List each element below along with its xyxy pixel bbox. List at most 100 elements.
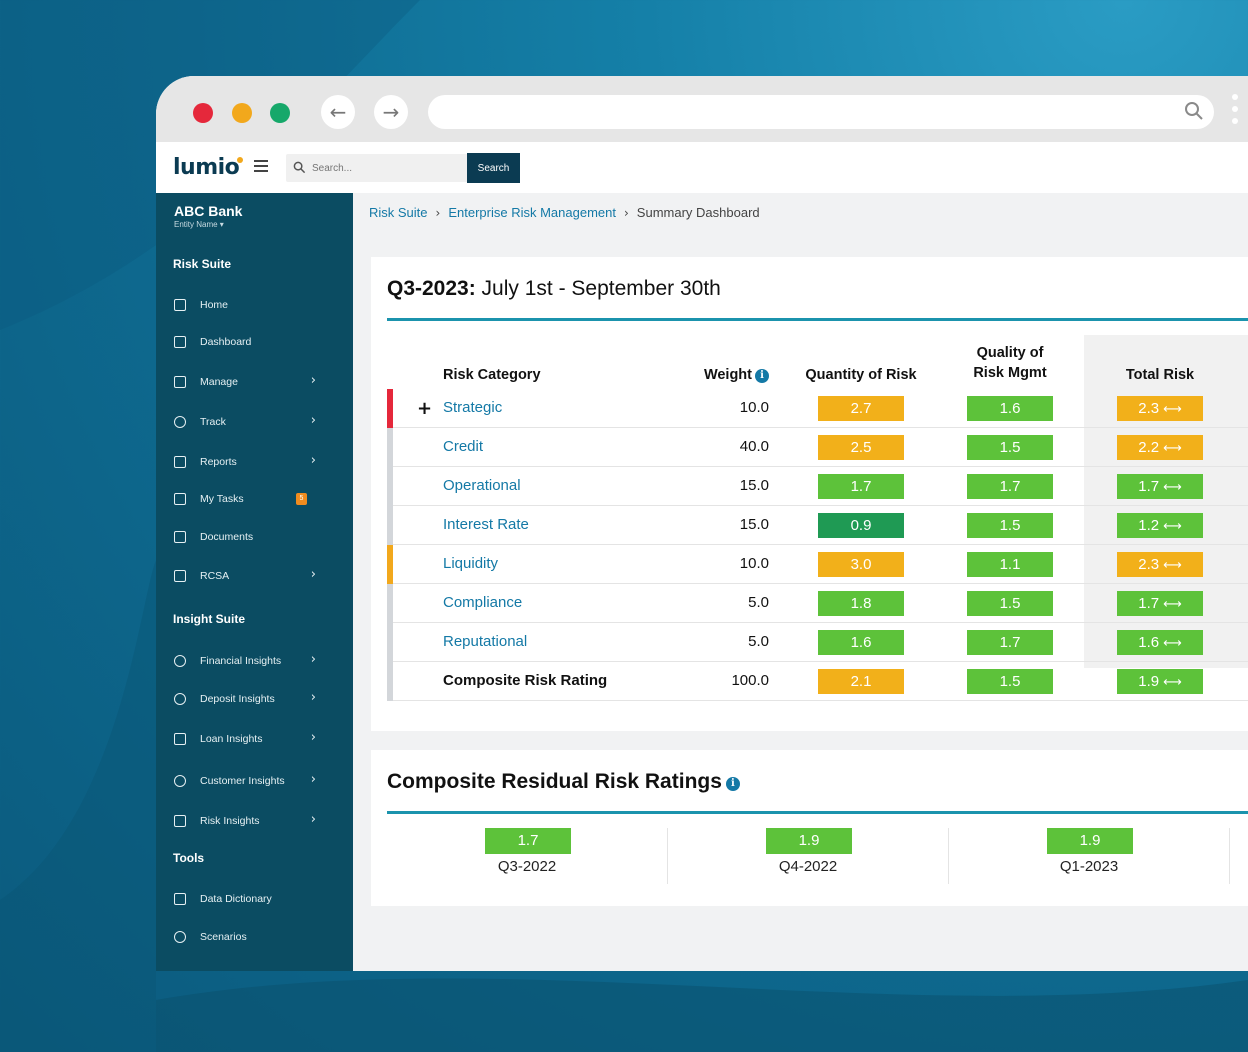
browser-chrome: ← → (156, 76, 1248, 142)
sidebar-item-loan-insights[interactable]: Loan Insights › (174, 729, 334, 749)
category-link[interactable]: Credit (443, 438, 484, 455)
row-flag-gray (387, 428, 393, 467)
cube-icon (174, 893, 186, 905)
address-bar[interactable] (428, 95, 1214, 129)
sidebar-item-financial-insights[interactable]: Financial Insights › (174, 651, 334, 671)
total-rating: 1.6 ⟷ (1117, 630, 1203, 655)
sidebar-item-label: Scenarios (200, 931, 247, 943)
composite-title-text: Composite Residual Risk Ratings (387, 770, 722, 793)
sidebar-item-deposit-insights[interactable]: Deposit Insights › (174, 689, 334, 709)
header-quantity-of-risk: Quantity of Risk (805, 367, 917, 383)
quarter-rating: 1.9 Q4-2022 (668, 828, 949, 884)
breadcrumb-enterprise-risk-management[interactable]: Enterprise Risk Management (448, 205, 616, 220)
sidebar-item-track[interactable]: Track › (174, 412, 334, 432)
category-link[interactable]: Liquidity (443, 555, 499, 572)
home-icon (174, 299, 186, 311)
total-rating: 2.2 ⟷ (1117, 435, 1203, 460)
clipboard-icon (174, 493, 186, 505)
chevron-right-icon: › (310, 690, 316, 705)
browser-window: ← → lumio Search ABC Bank Entity Name ▾ … (156, 76, 1248, 971)
category-link[interactable]: Compliance (443, 594, 523, 611)
info-icon[interactable]: i (725, 777, 740, 791)
stable-arrow-icon: ⟷ (1163, 519, 1182, 534)
table-row: Interest Rate 15.0 0.9 1.5 1.2 ⟷ (387, 506, 1248, 545)
entity-name: ABC Bank (174, 203, 243, 219)
chevron-right-icon: › (310, 652, 316, 667)
total-rating: 1.9 ⟷ (1117, 669, 1203, 694)
sidebar-item-reports[interactable]: Reports › (174, 452, 334, 472)
quarter-label: Q4-2022 (778, 858, 838, 875)
lumio-logo[interactable]: lumio (173, 155, 244, 180)
kebab-menu-icon[interactable] (1230, 94, 1240, 132)
layers-icon (174, 336, 186, 348)
quality-rating: 1.5 (967, 435, 1053, 460)
minimize-window-dot[interactable] (232, 103, 252, 123)
breadcrumb: Risk Suite › Enterprise Risk Management … (369, 205, 760, 220)
header-weight: Weight i (679, 365, 769, 385)
sidebar: ABC Bank Entity Name ▾ Risk Suite Home D… (156, 193, 353, 971)
main-content: Risk Suite › Enterprise Risk Management … (353, 193, 1248, 971)
chevron-right-icon: › (310, 413, 316, 428)
table-row: Reputational 5.0 1.6 1.7 1.6 ⟷ (387, 623, 1248, 662)
info-icon[interactable]: i (755, 369, 769, 383)
quantity-rating: 2.1 (818, 669, 904, 694)
quantity-rating: 1.7 (818, 474, 904, 499)
search-input[interactable] (312, 158, 462, 178)
sidebar-item-label: Home (200, 299, 229, 311)
summary-card: Q3-2023: July 1st - September 30th Risk … (371, 257, 1248, 731)
sidebar-item-my-tasks[interactable]: My Tasks 5 (174, 489, 334, 509)
sidebar-item-dashboard[interactable]: Dashboard (174, 332, 334, 352)
maximize-window-dot[interactable] (270, 103, 290, 123)
chevron-right-icon: › (310, 730, 316, 745)
sidebar-item-label: Track (200, 416, 226, 428)
row-flag-gray (387, 584, 393, 623)
forward-arrow-icon[interactable]: → (374, 95, 408, 129)
quantity-rating: 3.0 (818, 552, 904, 577)
sidebar-item-label: Manage (200, 376, 238, 388)
quality-rating: 1.5 (967, 669, 1053, 694)
search-icon[interactable] (1184, 101, 1204, 121)
sidebar-item-risk-insights[interactable]: Risk Insights › (174, 811, 334, 831)
sidebar-item-label: Deposit Insights (200, 693, 275, 705)
gauge-icon (174, 416, 186, 428)
quarter-rating: 1.7 Q3-2022 (387, 828, 668, 884)
search-button[interactable]: Search (467, 153, 520, 183)
back-arrow-icon[interactable]: ← (321, 95, 355, 129)
quantity-rating: 2.7 (818, 396, 904, 421)
total-value: 2.3 (1138, 400, 1160, 417)
quantity-rating: 2.5 (818, 435, 904, 460)
sidebar-item-data-dictionary[interactable]: Data Dictionary (174, 889, 334, 909)
quantity-rating: 1.8 (818, 591, 904, 616)
composite-divider (387, 811, 1248, 814)
sidebar-item-documents[interactable]: Documents (174, 527, 334, 547)
page-title: Q3-2023: July 1st - September 30th (387, 277, 721, 301)
stable-arrow-icon: ⟷ (1163, 441, 1182, 456)
row-flag-gray (387, 623, 393, 662)
sidebar-item-home[interactable]: Home (174, 295, 334, 315)
database-icon (174, 931, 186, 943)
sidebar-item-scenarios[interactable]: Scenarios (174, 927, 334, 947)
header-weight-label: Weight (703, 367, 752, 383)
sidebar-item-label: My Tasks (200, 493, 244, 505)
sidebar-item-label: Financial Insights (200, 655, 282, 667)
hamburger-menu-icon[interactable] (254, 160, 268, 172)
sidebar-item-customer-insights[interactable]: Customer Insights › (174, 771, 334, 791)
entity-selector[interactable]: ABC Bank Entity Name ▾ (174, 203, 242, 229)
quality-rating: 1.7 (967, 474, 1053, 499)
breadcrumb-risk-suite[interactable]: Risk Suite (369, 205, 428, 220)
category-link[interactable]: Interest Rate (443, 516, 529, 533)
sidebar-item-manage[interactable]: Manage › (174, 372, 334, 392)
category-link[interactable]: Operational (443, 477, 521, 494)
weight-value: 10.0 (739, 399, 769, 416)
sidebar-item-label: Data Dictionary (200, 893, 272, 905)
sidebar-item-rcsa[interactable]: RCSA › (174, 566, 334, 586)
close-window-dot[interactable] (193, 103, 213, 123)
total-value: 1.6 (1138, 634, 1160, 651)
expand-plus-icon[interactable]: + (417, 398, 433, 419)
total-rating: 2.3 ⟷ (1117, 552, 1203, 577)
quality-rating: 1.1 (967, 552, 1053, 577)
category-link[interactable]: Reputational (443, 633, 528, 650)
row-flag-red (387, 389, 393, 428)
search-icon (293, 161, 306, 174)
category-link[interactable]: Strategic (443, 399, 503, 416)
